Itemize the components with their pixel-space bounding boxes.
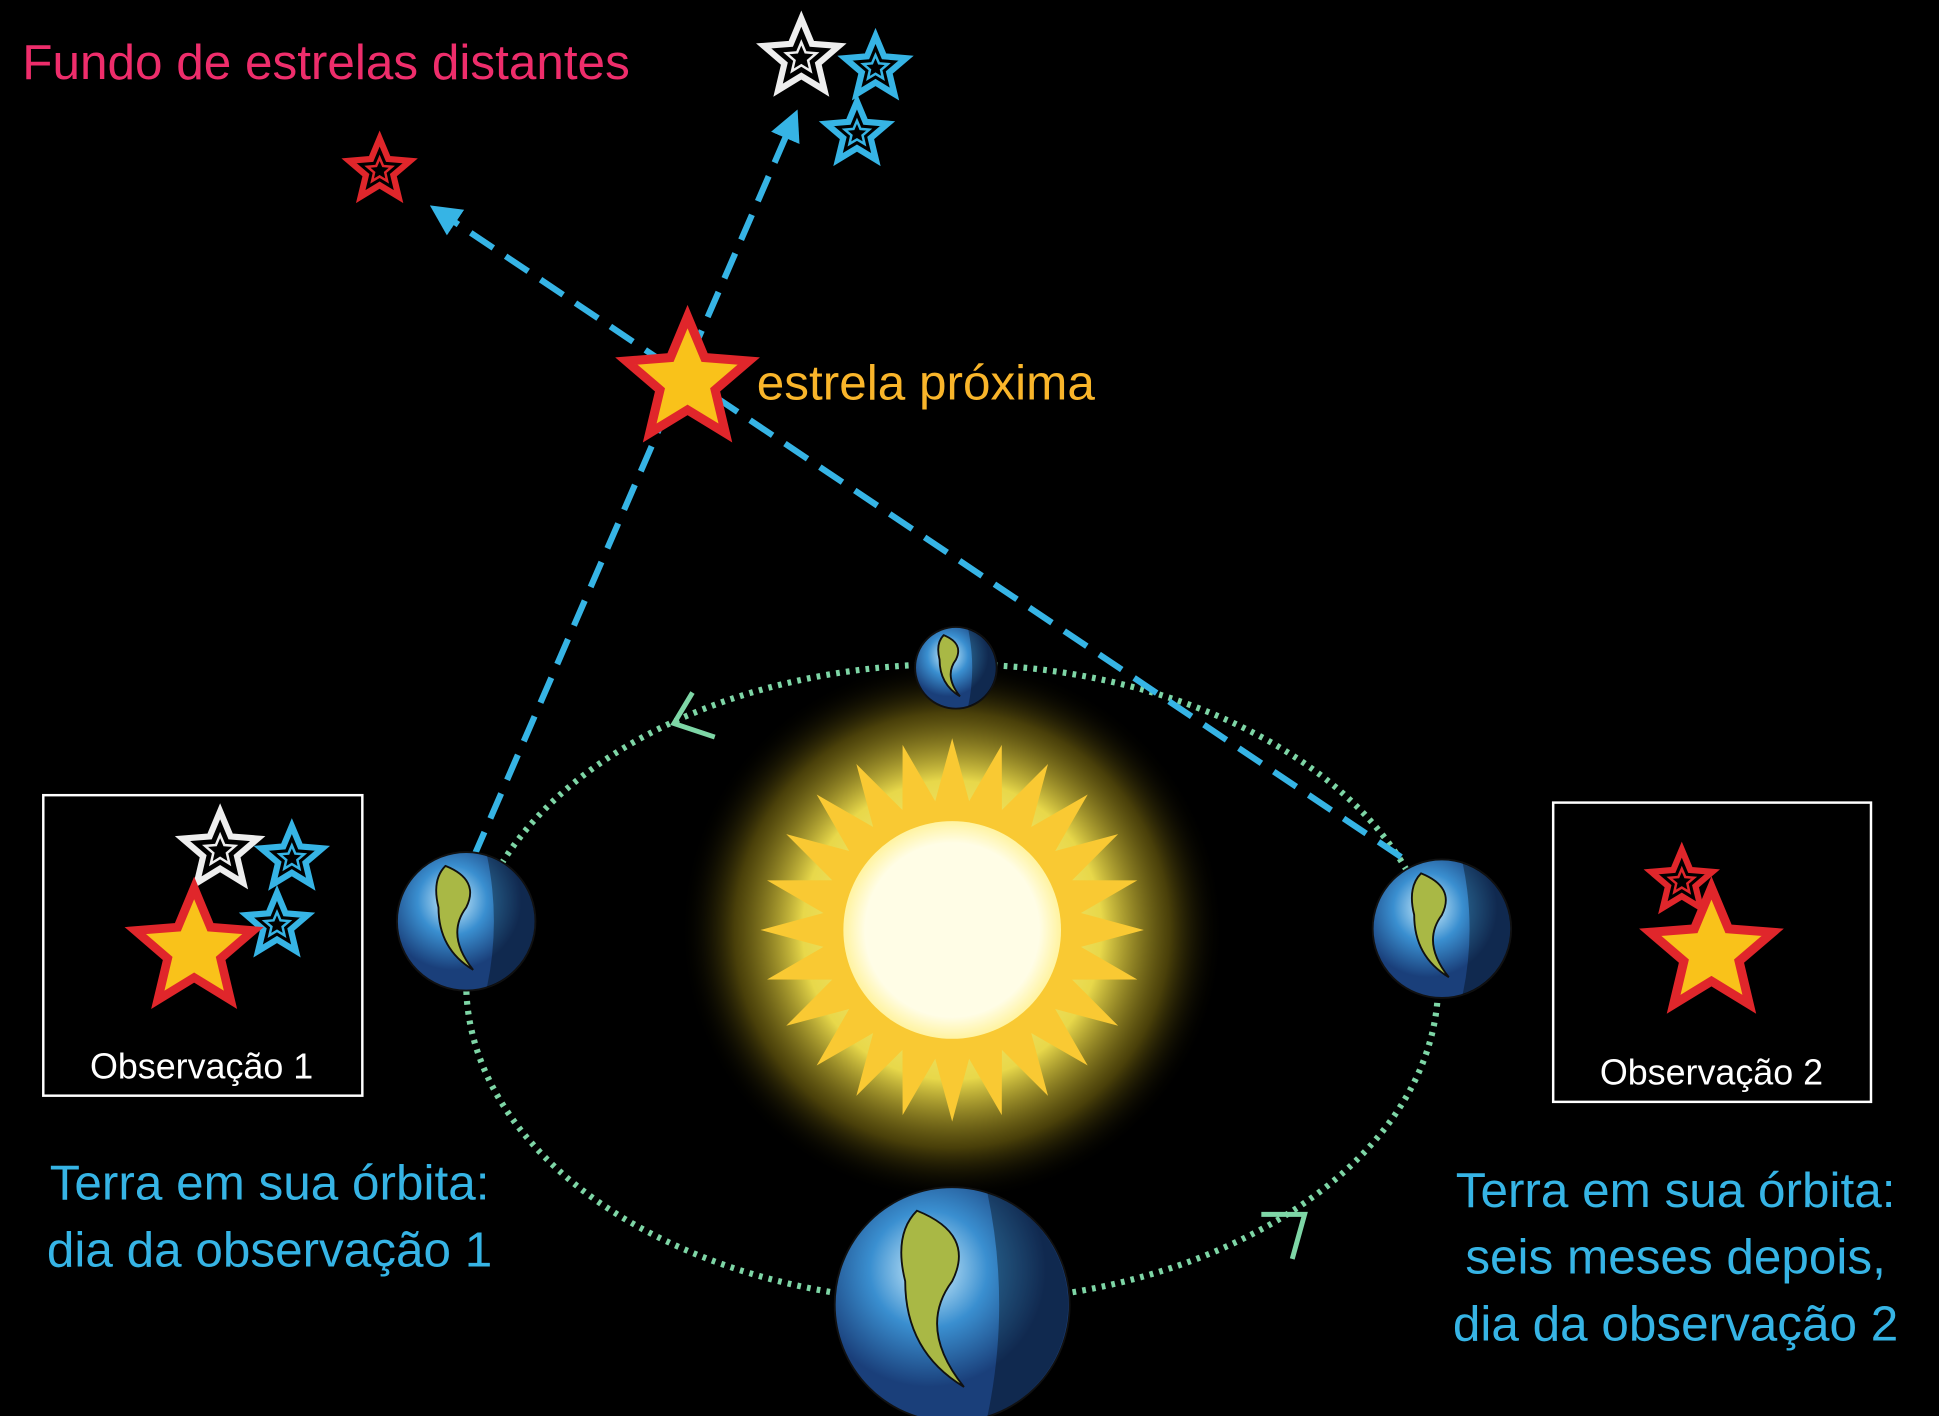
caption: dia da observação 1	[47, 1222, 492, 1277]
near-star-label: estrela próxima	[757, 355, 1096, 410]
caption: Terra em sua órbita:	[50, 1156, 490, 1211]
page: {"labels":{"background":"Fundo de estrel…	[0, 0, 1939, 1416]
observation-label: Observação 1	[90, 1046, 313, 1086]
observation-label: Observação 2	[1600, 1053, 1823, 1093]
parallax-diagram: Fundo de estrelas distantes estrela próx…	[0, 0, 1939, 1416]
caption: Terra em sua órbita:	[1456, 1163, 1896, 1218]
background-label: Fundo de estrelas distantes	[22, 35, 630, 90]
sun-core	[843, 821, 1061, 1039]
caption: seis meses depois,	[1465, 1230, 1886, 1285]
caption: dia da observação 2	[1453, 1297, 1898, 1352]
